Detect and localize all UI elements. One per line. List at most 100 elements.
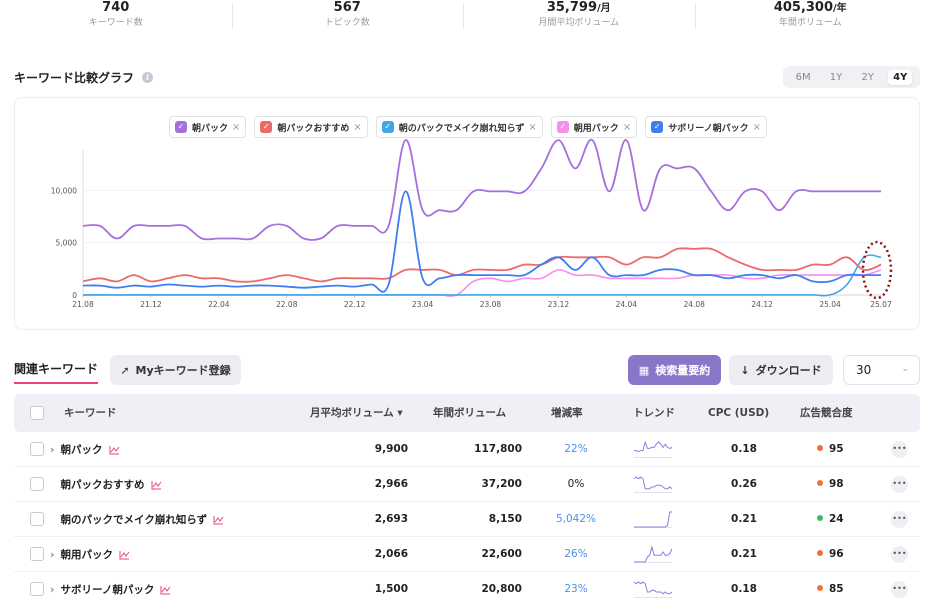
range-tab-6m[interactable]: 6M	[795, 71, 811, 83]
legend-label: 朝のパックでメイク崩れ知らず	[398, 123, 525, 134]
header-monthly-volume[interactable]: 月平均ボリューム ▾	[310, 407, 403, 419]
competition-dot	[817, 585, 823, 591]
button-label: Myキーワード登録	[135, 364, 231, 377]
trend-chart-icon[interactable]	[160, 585, 171, 595]
close-icon[interactable]: ×	[622, 121, 632, 133]
change-rate: 5,042%	[555, 513, 597, 525]
my-keyword-register-button[interactable]: ➚ Myキーワード登録	[110, 355, 241, 385]
legend-chip-asayou-pack[interactable]: ✓ 朝用パック ×	[550, 116, 638, 138]
close-icon[interactable]: ×	[353, 121, 362, 133]
x-tick-label: 25.07	[870, 300, 892, 309]
more-options-icon[interactable]: •••	[891, 476, 908, 493]
page-size-value: 30	[856, 363, 872, 377]
trend-chart-icon[interactable]	[213, 515, 224, 525]
header-change-rate[interactable]: 増減率	[551, 407, 583, 419]
search-volume-summary-button[interactable]: ▦ 検索量要約	[628, 355, 721, 385]
row-checkbox[interactable]	[30, 442, 44, 456]
table-row[interactable]: › サボリーノ朝パック 1,500 20,800 23% 0.18 85 •••	[14, 572, 920, 600]
competition-cell: 24	[817, 502, 844, 537]
keyword-text[interactable]: 朝パックおすすめ	[60, 479, 145, 491]
row-checkbox[interactable]	[30, 547, 44, 561]
x-tick-label: 22.04	[208, 300, 230, 309]
keyword-text[interactable]: 朝パック	[60, 444, 103, 456]
series-line[interactable]	[83, 254, 882, 297]
close-icon[interactable]: ×	[752, 121, 762, 133]
chevron-right-icon[interactable]: ›	[50, 548, 55, 561]
page-size-select[interactable]: 30 ⌄	[843, 355, 920, 385]
header-cpc[interactable]: CPC (USD)	[708, 407, 770, 419]
checkbox-checked-icon[interactable]: ✓	[174, 121, 187, 133]
keyword-cell[interactable]: › サボリーノ朝パック	[50, 572, 171, 600]
legend-chip-saborino-asa-pack[interactable]: ✓ サボリーノ朝パック ×	[645, 116, 768, 138]
series-line[interactable]	[82, 247, 882, 283]
stat-unit: /月	[597, 3, 611, 14]
checkbox-checked-icon[interactable]: ✓	[651, 121, 664, 133]
chevron-right-icon[interactable]: ›	[50, 583, 55, 596]
keyword-cell[interactable]: › 朝用パック	[50, 537, 130, 572]
keyword-text[interactable]: サボリーノ朝パック	[60, 584, 155, 596]
keyword-cell[interactable]: ›朝のパックでメイク崩れ知らず	[50, 502, 224, 537]
stat-topic-count: 567 トピック数	[231, 0, 464, 36]
keyword-text[interactable]: 朝のパックでメイク崩れ知らず	[60, 514, 208, 526]
row-checkbox[interactable]	[30, 582, 44, 596]
legend-chip-asa-pack-osusume[interactable]: ✓ 朝パックおすすめ ×	[254, 116, 368, 138]
legend-chip-asa-no-pack-make[interactable]: ✓ 朝のパックでメイク崩れ知らず ×	[375, 116, 543, 138]
more-options-icon[interactable]: •••	[891, 441, 908, 458]
table-row[interactable]: › 朝用パック 2,066 22,600 26% 0.21 96 •••	[14, 537, 920, 572]
x-tick-label: 23.08	[480, 300, 502, 309]
table-row[interactable]: ›朝パックおすすめ 2,966 37,200 0% 0.26 98 •••	[14, 467, 920, 502]
trend-chart-icon[interactable]	[151, 480, 162, 490]
header-trend: トレンド	[633, 407, 675, 419]
range-tab-1y[interactable]: 1Y	[829, 71, 843, 83]
range-tab-4y[interactable]: 4Y	[888, 69, 913, 85]
more-options-icon[interactable]: •••	[891, 546, 908, 563]
header-competition[interactable]: 広告競合度	[800, 407, 853, 419]
info-icon[interactable]: i	[142, 72, 154, 83]
table-icon: ▦	[638, 363, 650, 377]
monthly-volume: 1,500	[374, 583, 408, 595]
close-icon[interactable]: ×	[528, 121, 537, 133]
trend-chart-icon[interactable]	[119, 550, 130, 560]
keyword-cell[interactable]: › 朝パック	[50, 432, 120, 467]
x-tick-label: 21.12	[140, 300, 162, 309]
select-all-checkbox[interactable]	[30, 406, 44, 420]
trend-sparkline	[634, 546, 672, 563]
series-line[interactable]	[83, 269, 882, 297]
keyword-text[interactable]: 朝用パック	[60, 549, 114, 561]
button-label: 検索量要約	[655, 364, 711, 377]
monthly-volume: 2,966	[374, 478, 408, 490]
trend-sparkline	[634, 511, 672, 528]
checkbox-checked-icon[interactable]: ✓	[381, 121, 394, 133]
keyword-cell[interactable]: ›朝パックおすすめ	[50, 467, 162, 502]
trend-chart-icon[interactable]	[109, 445, 120, 455]
monthly-volume: 9,900	[374, 443, 408, 455]
more-options-icon[interactable]: •••	[891, 581, 908, 598]
table-row[interactable]: › 朝パック 9,900 117,800 22% 0.18 95 •••	[14, 432, 920, 467]
arrow-icon: ➚	[120, 363, 130, 377]
close-icon[interactable]: ×	[231, 121, 241, 133]
download-icon: ↓	[740, 363, 750, 377]
series-line[interactable]	[82, 139, 881, 242]
more-options-icon[interactable]: •••	[891, 511, 908, 528]
checkbox-checked-icon[interactable]: ✓	[556, 121, 569, 133]
related-keywords-tab[interactable]: 関連キーワード	[14, 360, 99, 384]
header-yearly-volume[interactable]: 年間ボリューム	[433, 407, 507, 419]
table-row[interactable]: ›朝のパックでメイク崩れ知らず 2,693 8,150 5,042% 0.21 24 •••	[14, 502, 920, 537]
legend-label: 朝パックおすすめ	[277, 123, 350, 134]
checkbox-checked-icon[interactable]: ✓	[260, 121, 273, 133]
range-tab-2y[interactable]: 2Y	[861, 71, 874, 83]
download-button[interactable]: ↓ ダウンロード	[729, 355, 833, 385]
chart-card: 0 5,000 10,000 21.08 21.12 22.04 22.08 22.12 23.…	[14, 97, 920, 330]
x-tick-label: 24.04	[616, 300, 638, 309]
chevron-right-icon[interactable]: ›	[50, 443, 55, 456]
header-keyword[interactable]: キーワード	[64, 407, 117, 419]
series-line[interactable]	[82, 190, 881, 293]
stat-value: 567	[333, 0, 361, 15]
competition-dot	[817, 445, 823, 451]
row-checkbox[interactable]	[30, 512, 44, 526]
x-tick-label: 23.12	[548, 300, 570, 309]
stat-value: 405,300	[773, 0, 834, 15]
row-checkbox[interactable]	[30, 477, 44, 491]
legend-chip-asa-pack[interactable]: ✓ 朝パック ×	[168, 116, 247, 138]
yearly-volume: 117,800	[474, 443, 522, 455]
